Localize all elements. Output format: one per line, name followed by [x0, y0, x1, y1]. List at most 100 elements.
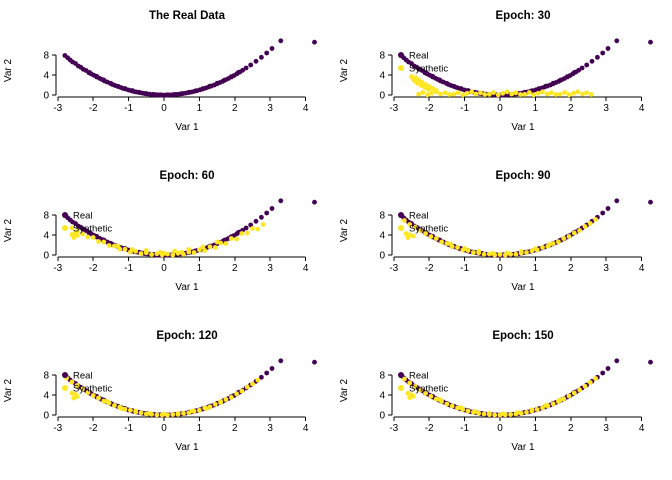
x-tick-label: -2	[425, 423, 434, 434]
y-tick-label: 8	[43, 211, 49, 222]
x-tick-label: 3	[267, 263, 273, 274]
y-tick-label: 0	[43, 251, 49, 262]
legend: Real Synthetic	[398, 371, 448, 395]
y-tick-label: 0	[43, 411, 49, 422]
panel-epoch-150: Epoch: 150 Var 2 -3 -2 -1 0 1 2 3 4 0 4 8 Real Synth…	[336, 320, 672, 480]
panel-epoch-30: Epoch: 30 Var 2 -3 -2 -1 0 1 2 3 4 0 4 8 Real Synthe…	[336, 0, 672, 160]
x-tick-label: -3	[389, 423, 398, 434]
legend-label-real: Real	[409, 371, 429, 382]
scatter-plot-epoch-30: -3 -2 -1 0 1 2 3 4 0 4 8 Real Synthetic	[379, 38, 653, 114]
panel-epoch-60: Epoch: 60 Var 2 -3 -2 -1 0 1 2 3 4 0 4 8 Real Synthe…	[0, 160, 336, 320]
y-tick-label: 8	[379, 51, 385, 62]
x-tick-label: 3	[603, 103, 609, 114]
y-axis: 0 4 8	[43, 51, 57, 102]
x-tick-label: -2	[89, 423, 98, 434]
y-axis: 0 4 8	[43, 211, 57, 262]
legend-label-synthetic: Synthetic	[409, 224, 448, 235]
x-tick-label: 1	[533, 103, 539, 114]
legend-marker-synthetic	[62, 385, 68, 391]
legend-label-synthetic: Synthetic	[409, 384, 448, 395]
legend: Real Synthetic	[62, 211, 112, 235]
x-tick-label: 2	[232, 423, 238, 434]
y-tick-label: 0	[379, 251, 385, 262]
x-tick-label: -2	[89, 103, 98, 114]
x-tick-label: 4	[303, 103, 309, 114]
x-tick-label: 2	[232, 263, 238, 274]
x-tick-label: -2	[425, 103, 434, 114]
x-tick-label: 4	[303, 263, 309, 274]
legend-label-synthetic: Synthetic	[73, 224, 112, 235]
x-tick-label: -3	[53, 103, 62, 114]
panel-title: Epoch: 90	[495, 170, 551, 182]
legend-marker-real	[398, 372, 404, 378]
y-tick-label: 0	[379, 91, 385, 102]
legend-label-real: Real	[73, 211, 93, 222]
y-tick-label: 8	[43, 51, 49, 62]
x-tick-label: 4	[639, 423, 645, 434]
legend-marker-synthetic	[398, 65, 404, 71]
x-tick-label: 0	[161, 423, 167, 434]
x-tick-label: 3	[267, 103, 273, 114]
scatter-points-synthetic	[64, 375, 261, 418]
y-tick-label: 4	[379, 391, 385, 402]
legend-marker-real	[398, 212, 404, 218]
x-axis: -3 -2 -1 0 1 2 3 4	[389, 416, 645, 434]
panel-title: Epoch: 150	[492, 330, 554, 342]
x-tick-label: 3	[603, 263, 609, 274]
panel-title: The Real Data	[148, 10, 226, 22]
x-tick-label: 0	[497, 103, 503, 114]
y-tick-label: 4	[43, 231, 49, 242]
panel-title: Epoch: 30	[495, 10, 551, 22]
panel-real-data: The Real Data Var 2 -3 -2 -1 0 1 2 3 4 0 4 8 Var 1	[0, 0, 336, 160]
legend-label-synthetic: Synthetic	[409, 64, 448, 75]
legend-marker-synthetic	[398, 385, 404, 391]
panel-title: Epoch: 60	[159, 170, 215, 182]
legend-marker-real	[62, 212, 68, 218]
legend: Real Synthetic	[398, 211, 448, 235]
x-axis: -3 -2 -1 0 1 2 3 4	[53, 416, 309, 434]
x-tick-label: -2	[89, 263, 98, 274]
scatter-plot-epoch-150: -3 -2 -1 0 1 2 3 4 0 4 8 Real Synthetic	[379, 358, 653, 434]
y-axis: 0 4 8	[43, 371, 57, 422]
x-axis: -3 -2 -1 0 1 2 3 4	[53, 256, 309, 274]
x-tick-label: 4	[639, 263, 645, 274]
panel-epoch-90: Epoch: 90 Var 2 -3 -2 -1 0 1 2 3 4 0 4 8 Real Synthe…	[336, 160, 672, 320]
legend-label-synthetic: Synthetic	[73, 384, 112, 395]
y-tick-label: 8	[43, 371, 49, 382]
scatter-plot-epoch-120: -3 -2 -1 0 1 2 3 4 0 4 8 Real Synthetic	[43, 358, 317, 434]
x-tick-label: 2	[232, 103, 238, 114]
x-tick-label: 4	[303, 423, 309, 434]
x-axis-label: Var 1	[511, 282, 535, 293]
legend-label-real: Real	[73, 371, 93, 382]
y-axis: 0 4 8	[379, 371, 393, 422]
x-tick-label: 2	[568, 103, 574, 114]
x-tick-label: -1	[124, 423, 133, 434]
x-tick-label: 1	[197, 103, 203, 114]
x-tick-label: -2	[425, 263, 434, 274]
x-tick-label: -1	[124, 103, 133, 114]
scatter-plot-real-data: -3 -2 -1 0 1 2 3 4 0 4 8	[43, 38, 317, 114]
scatter-points-synthetic	[409, 74, 594, 98]
scatter-plot-epoch-90: -3 -2 -1 0 1 2 3 4 0 4 8 Real Synthetic	[379, 198, 653, 274]
y-axis: 0 4 8	[379, 211, 393, 262]
x-tick-label: 0	[497, 423, 503, 434]
y-tick-label: 8	[379, 211, 385, 222]
legend-marker-synthetic	[398, 225, 404, 231]
x-tick-label: 0	[161, 263, 167, 274]
x-tick-label: 1	[197, 423, 203, 434]
x-axis: -3 -2 -1 0 1 2 3 4	[53, 96, 309, 114]
x-tick-label: -3	[389, 263, 398, 274]
scatter-points-synthetic	[69, 222, 266, 258]
x-axis-label: Var 1	[511, 122, 535, 133]
x-tick-label: -3	[389, 103, 398, 114]
x-axis-label: Var 1	[175, 442, 199, 453]
x-tick-label: -1	[460, 423, 469, 434]
y-tick-label: 0	[43, 91, 49, 102]
x-tick-label: 1	[197, 263, 203, 274]
x-tick-label: -3	[53, 263, 62, 274]
x-axis: -3 -2 -1 0 1 2 3 4	[389, 96, 645, 114]
x-tick-label: 0	[497, 263, 503, 274]
panel-epoch-120: Epoch: 120 Var 2 -3 -2 -1 0 1 2 3 4 0 4 8 Real Synth…	[0, 320, 336, 480]
scatter-points-synthetic	[402, 376, 598, 418]
